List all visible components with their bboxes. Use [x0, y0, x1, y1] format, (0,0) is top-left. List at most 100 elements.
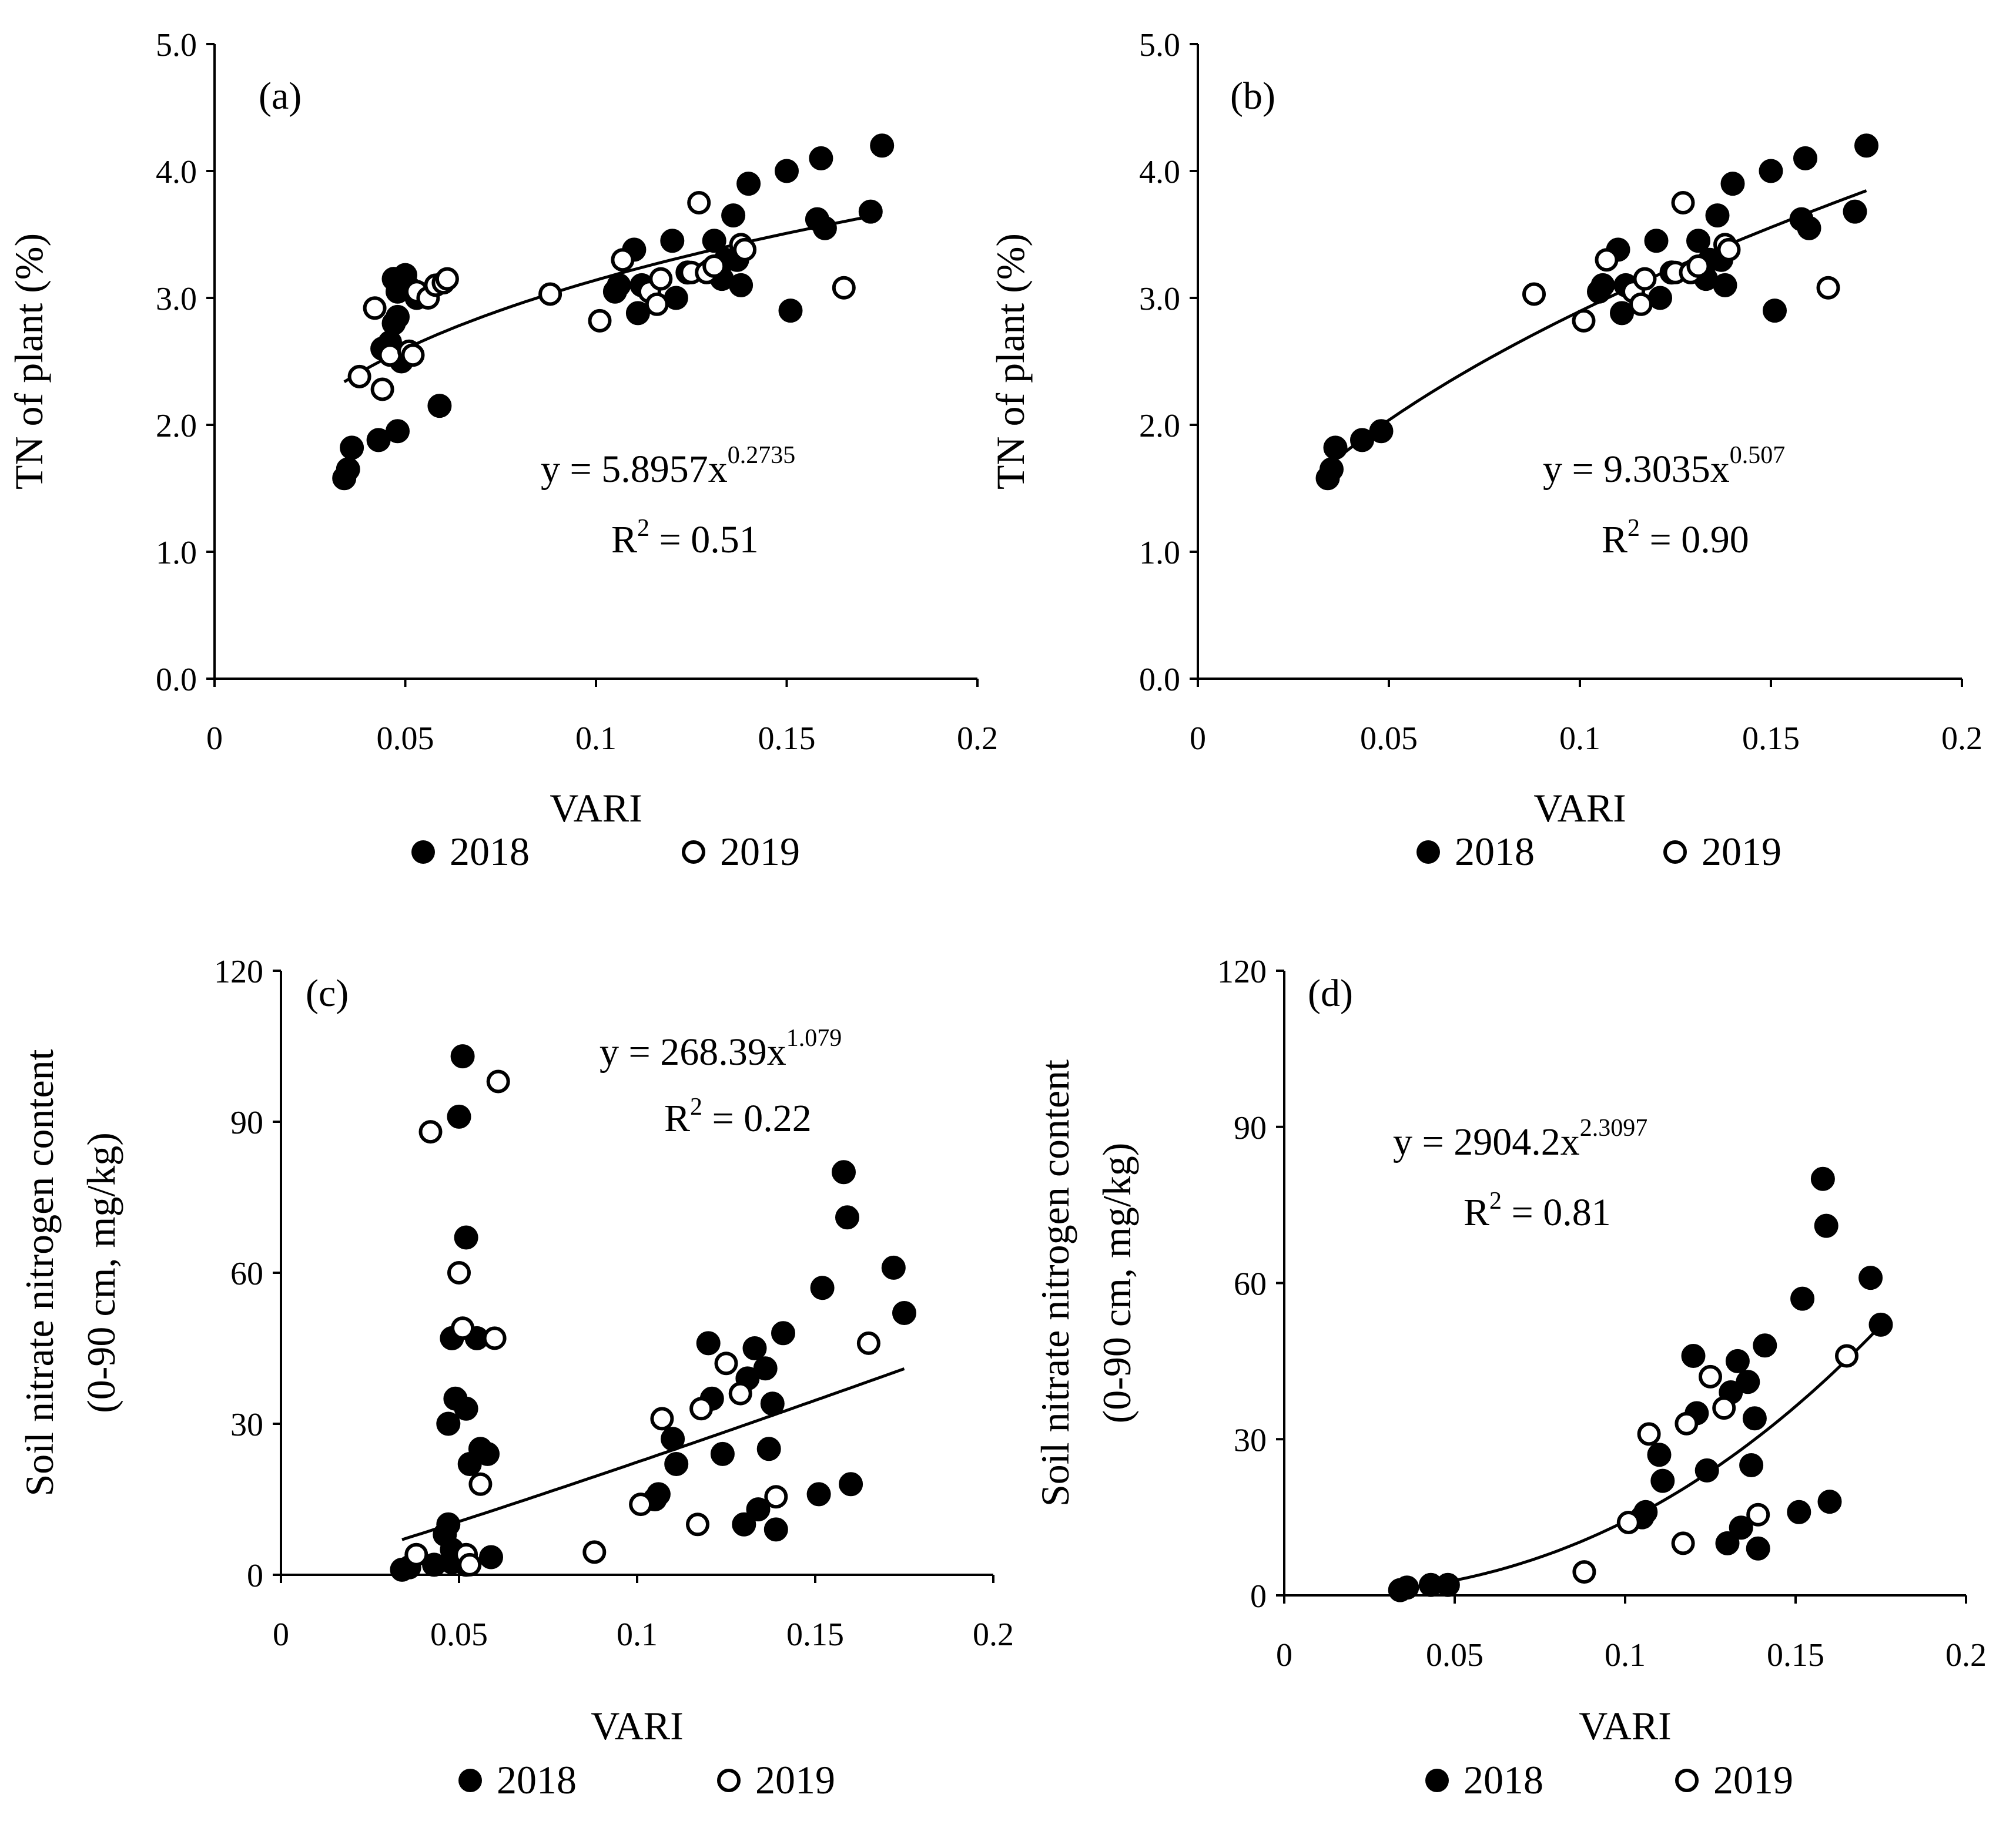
x-tick-label: 0.15: [1742, 720, 1800, 757]
r2-base: R: [1602, 518, 1627, 561]
data-point-2018: [1694, 1458, 1719, 1483]
data-point-2018: [1647, 1443, 1672, 1467]
y-axis-label: TN of plant (%): [6, 233, 51, 489]
x-tick-label: 0.2: [973, 1617, 1014, 1653]
data-point-2019: [856, 1331, 880, 1355]
y-tick-label: 30: [1234, 1422, 1267, 1458]
data-point-2018: [607, 273, 631, 297]
y-tick-label: 0.0: [1139, 662, 1180, 698]
data-point-2018: [436, 1411, 461, 1436]
x-tick-label: 0: [206, 720, 223, 757]
equation-base: y = 5.8957x: [541, 448, 728, 491]
legend: 2018 2019: [458, 1758, 835, 1802]
data-point-2019: [401, 343, 425, 367]
equation-base: y = 9.3035x: [1543, 448, 1730, 491]
data-point-2018: [746, 1497, 771, 1522]
data-point-2019: [1637, 1422, 1661, 1446]
x-tick-label: 0.05: [1426, 1637, 1483, 1674]
fit-curve: [1399, 1324, 1882, 1591]
data-point-2018: [1369, 419, 1394, 444]
r2-sup: 2: [637, 515, 649, 542]
data-point-2019: [1595, 248, 1619, 272]
data-point-2019: [689, 1397, 714, 1421]
legend-marker-2019: [1675, 1769, 1699, 1792]
data-point-2019: [1616, 1511, 1640, 1534]
data-point-2019: [649, 267, 673, 291]
panel-label: (a): [259, 75, 302, 118]
data-point-2018: [1793, 146, 1817, 170]
data-point-2018: [1843, 199, 1867, 224]
data-point-2019: [832, 276, 856, 300]
data-point-2018: [881, 1255, 906, 1280]
y-tick-label: 4.0: [1139, 154, 1180, 190]
data-point-2019: [645, 292, 669, 316]
data-point-2018: [386, 304, 410, 329]
x-tick-label: 0.15: [758, 720, 816, 757]
data-point-2019: [451, 1316, 475, 1340]
data-point-2019: [538, 282, 562, 306]
legend-marker-2018: [458, 1769, 482, 1792]
legend: 2018 2019: [411, 829, 800, 874]
data-point-2019: [764, 1485, 788, 1509]
data-point-2019: [1699, 1364, 1722, 1389]
y-tick-label: 90: [230, 1105, 263, 1141]
data-point-2018: [1854, 133, 1878, 158]
data-point-2019: [1746, 1503, 1770, 1527]
legend-label-2019: 2019: [755, 1758, 835, 1802]
x-axis-label: VARI: [1533, 786, 1626, 830]
data-point-2018: [1395, 1575, 1419, 1600]
panel-b: 0.0 1.0 2.0 3.0 4.0 5.0 0 0.05 0.1 0.15 0.2 VARI TN …: [988, 27, 1982, 874]
data-point-2018: [736, 172, 761, 196]
legend-label-2019: 2019: [720, 829, 800, 874]
data-point-2018: [1720, 172, 1745, 196]
r2-sup: 2: [690, 1094, 702, 1121]
data-point-2018: [763, 1517, 788, 1542]
equation-exponent: 0.507: [1730, 442, 1786, 469]
y-tick-label: 1.0: [1139, 535, 1180, 571]
r2-value: = 0.90: [1640, 518, 1749, 561]
data-point-2019: [1835, 1344, 1858, 1368]
panel-c: 0 30 60 90 120 0 0.05 0.1 0.15 0.2 VARI Soil nitrat…: [17, 954, 1014, 1802]
data-point-2018: [660, 229, 685, 253]
x-tick-label: 0.1: [1605, 1637, 1646, 1674]
data-point-2019: [435, 267, 459, 291]
x-axis-label: VARI: [591, 1703, 683, 1748]
data-point-2018: [336, 457, 360, 482]
x-tick-label: 0.15: [1767, 1637, 1824, 1674]
y-tick-label: 120: [1217, 954, 1267, 990]
data-point-2018: [1725, 1349, 1750, 1373]
r-squared: R2 = 0.22: [664, 1094, 812, 1140]
data-point-2019: [483, 1326, 507, 1350]
data-point-2018: [661, 1427, 685, 1451]
data-point-2019: [650, 1407, 674, 1431]
x-tick-label: 0.1: [1559, 720, 1600, 757]
legend-label-2019: 2019: [1713, 1758, 1793, 1802]
data-point-2018: [1713, 273, 1737, 297]
data-point-2018: [1763, 299, 1787, 323]
y-tick-label: 0: [247, 1558, 263, 1594]
fit-equation: y = 5.8957x0.2735: [541, 442, 795, 491]
data-point-2018: [1790, 1286, 1815, 1311]
y-tick-label: 2.0: [156, 408, 197, 444]
data-point-2018: [646, 1482, 671, 1507]
data-point-2019: [702, 254, 726, 278]
data-point-2019: [1816, 276, 1840, 300]
equation-exponent: 0.2735: [728, 442, 796, 469]
data-point-2018: [1729, 1515, 1753, 1540]
data-point-2018: [1739, 1453, 1764, 1477]
legend-marker-2019: [682, 840, 705, 864]
x-axis-label: VARI: [1579, 1703, 1671, 1748]
data-point-2019: [404, 1542, 428, 1567]
data-point-2019: [629, 1493, 653, 1517]
data-point-2018: [1435, 1572, 1460, 1597]
data-point-2018: [858, 199, 883, 224]
y-tick-label: 2.0: [1139, 408, 1180, 444]
data-point-2019: [1717, 237, 1741, 261]
data-point-2018: [721, 203, 746, 228]
x-tick-label: 0.15: [786, 1617, 844, 1653]
y-tick-label: 1.0: [156, 535, 197, 571]
data-point-2019: [370, 377, 394, 401]
data-point-2018: [835, 1205, 859, 1230]
panel-label: (d): [1308, 972, 1353, 1015]
